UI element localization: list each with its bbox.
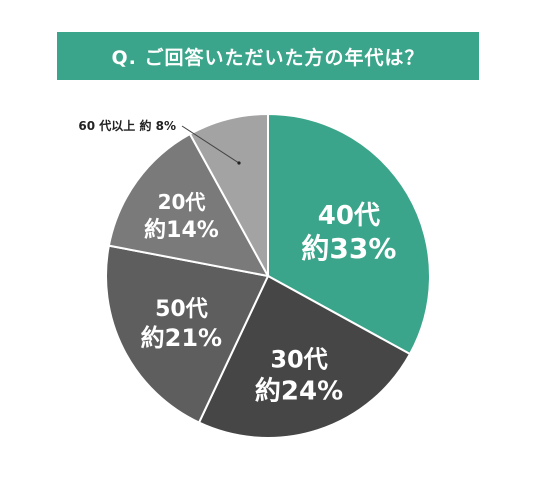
slice-category-label-2: 30代 xyxy=(270,346,327,374)
pie-slice-5 xyxy=(188,112,269,277)
leader-dot xyxy=(237,161,241,165)
pie-slices xyxy=(105,112,431,439)
slice-category-label-1: 40代 xyxy=(318,201,380,231)
slice-value-label-3: 約21% xyxy=(141,324,222,352)
chart-title: Q. ご回答いただいた方の年代は？ xyxy=(111,46,425,69)
outside-label-60s: 60 代以上 約 8% xyxy=(78,118,176,133)
slice-category-label-3: 50代 xyxy=(155,297,208,322)
pie-slice-2 xyxy=(197,274,412,439)
slice-value-label-2: 約24% xyxy=(255,376,343,407)
pie-slice-4 xyxy=(107,132,270,278)
pie-slice-3 xyxy=(105,244,270,424)
pie-slice-1 xyxy=(267,112,431,356)
slice-category-label-4: 20代 xyxy=(158,190,206,214)
leader-line xyxy=(181,125,240,164)
slice-value-label-1: 約33% xyxy=(301,232,396,265)
chart-title-banner: Q. ご回答いただいた方の年代は？ xyxy=(57,32,479,80)
slice-value-label-4: 約14% xyxy=(144,217,219,243)
